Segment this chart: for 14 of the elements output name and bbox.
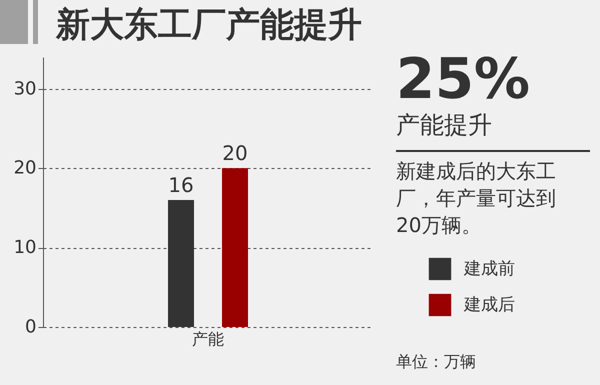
text: 单位：万辆	[396, 352, 476, 373]
text: 产能提升	[396, 110, 492, 140]
text: 25%	[396, 47, 530, 112]
data-label: 20	[222, 141, 248, 166]
data-label: 16	[168, 172, 194, 197]
y-tick-label: 20	[14, 158, 36, 179]
y-tick-label: 10	[14, 237, 36, 258]
legend-label: 建成后	[463, 295, 515, 315]
chart-title: 新大东工厂产能提升	[56, 4, 362, 47]
legend-label: 建成前	[463, 259, 515, 279]
y-tick-label: 0	[25, 316, 36, 338]
x-tick-label: 产能	[192, 330, 224, 348]
y-tick-label: 30	[14, 78, 36, 100]
text: 新建成后的大东工厂，年产量可达到20万辆。	[396, 158, 557, 239]
